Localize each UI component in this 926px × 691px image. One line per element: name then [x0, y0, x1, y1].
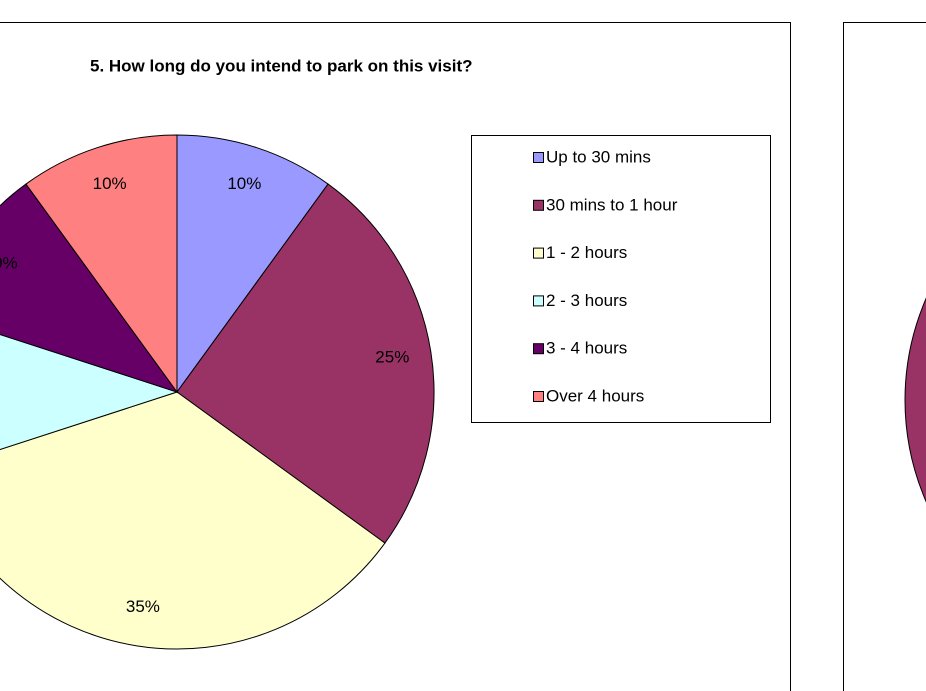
legend-swatch: [533, 295, 544, 307]
legend-label: 30 mins to 1 hour: [546, 195, 678, 214]
pie-slice: [176, 134, 329, 394]
legend-swatch: [533, 152, 544, 163]
pie: 10%25%35%10%10%10%: [0, 134, 435, 650]
pie-slice: [0, 391, 386, 650]
data-label: 25%: [375, 347, 409, 366]
second-chart-frame: [843, 22, 926, 691]
chart-title: 5. How long do you intend to park on thi…: [90, 56, 473, 75]
data-label: 10%: [227, 174, 261, 193]
data-label: 35%: [126, 597, 160, 616]
legend-label: 2 - 3 hours: [546, 291, 627, 310]
legend-label: Over 4 hours: [546, 386, 644, 405]
legend-swatch: [533, 199, 544, 211]
legend-label: 1 - 2 hours: [546, 243, 627, 262]
legend-label: 3 - 4 hours: [546, 339, 627, 358]
pie-slice: [25, 134, 178, 394]
legend: [471, 135, 771, 423]
second-chart-pie: [904, 297, 926, 503]
legend-swatch: [533, 343, 544, 355]
pie-slice: [0, 183, 179, 393]
legend-label: Up to 30 mins: [546, 147, 651, 166]
legend-swatch: [533, 247, 544, 259]
pie-slice: [0, 333, 179, 451]
legend-swatch: [533, 391, 544, 402]
pie-slice: [176, 183, 435, 544]
legend-items: Up to 30 mins 30 mins to 1 hour 1 - 2 hour…: [533, 147, 678, 405]
chart-frame: [0, 22, 791, 691]
data-label: 10%: [93, 174, 127, 193]
data-label: 10%: [0, 253, 18, 272]
